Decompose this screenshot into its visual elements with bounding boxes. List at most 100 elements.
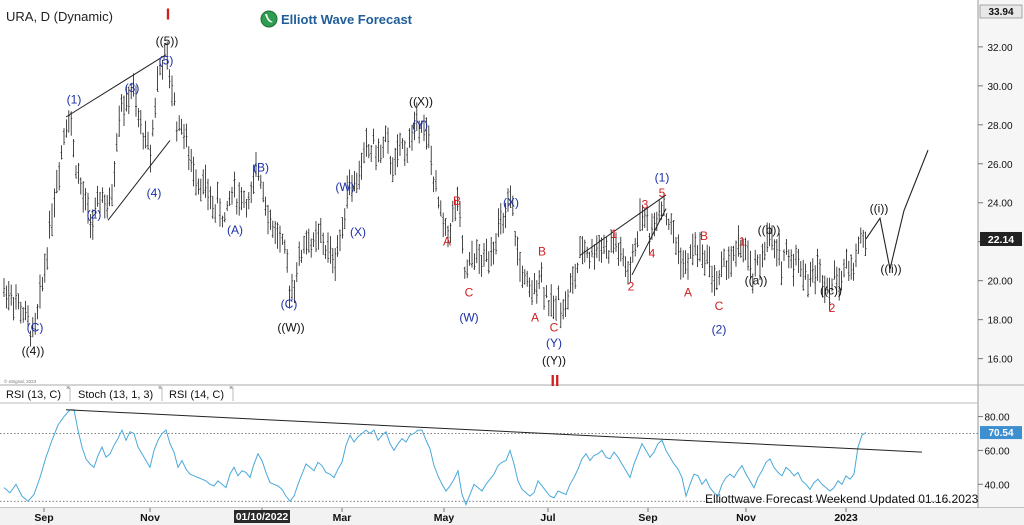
rsi-last-value: 70.54 — [988, 428, 1013, 439]
wave-label: A — [531, 311, 539, 325]
wave-label: (2) — [712, 322, 727, 336]
wave-label: ((W)) — [277, 320, 304, 334]
top-price-badge: 33.94 — [979, 4, 1023, 19]
wave-label: A — [684, 285, 692, 299]
copyright-note: © eSignal, 2023 — [4, 378, 37, 384]
wave-label-layer: I ((5)) (5) (1) (3) (2) (4) (C) ((4)) (A) (B) (C) ((… — [22, 7, 902, 390]
wave-label: (W) — [459, 311, 478, 325]
wave-label: (Y) — [412, 118, 428, 132]
price-trendline — [107, 140, 171, 221]
price-trendline — [631, 208, 667, 276]
tab-stoch-label: Stoch (13, 1, 3) — [78, 389, 153, 401]
price-pane — [2, 41, 929, 347]
price-axis-tick-label: 32.00 — [987, 43, 1012, 54]
price-axis-tick-label: 28.00 — [987, 121, 1012, 132]
wave-label: C — [465, 285, 474, 299]
rsi-axis-tick-label: 60.00 — [984, 446, 1009, 457]
rsi-axis-tick-label: 40.00 — [984, 480, 1009, 491]
tab-rsi-13-close-icon[interactable]: × — [66, 385, 70, 392]
axis-layer: 32.0030.0028.0026.0024.0022.0020.0018.00… — [34, 43, 1013, 524]
time-axis-label: 2023 — [834, 512, 858, 524]
price-axis-tick-label: 24.00 — [987, 199, 1012, 210]
time-axis-label: 01/10/2022 — [236, 511, 289, 523]
wave-label: ((ii)) — [880, 262, 901, 276]
price-axis-tick-label: 16.00 — [987, 355, 1012, 366]
time-axis-label: Mar — [333, 512, 352, 524]
wave-label: B — [700, 229, 708, 243]
wave-label: ((c)) — [820, 283, 842, 297]
brand-logo: Elliott Wave Forecast — [260, 10, 413, 28]
wave-label: A — [443, 235, 451, 249]
wave-label: ((X)) — [409, 94, 433, 108]
price-axis-tick-label: 18.00 — [987, 316, 1012, 327]
top-price-value: 33.94 — [988, 7, 1013, 18]
tab-stoch[interactable]: Stoch (13, 1, 3) × — [78, 385, 163, 401]
price-axis-tick-label: 26.00 — [987, 160, 1012, 171]
wave-label: 1 — [611, 227, 618, 241]
time-axis-label: Sep — [638, 512, 657, 524]
wave-label: 2 — [829, 301, 836, 315]
wave-label: I — [166, 7, 170, 24]
wave-label: (B) — [253, 161, 269, 175]
tab-stoch-close-icon[interactable]: × — [158, 385, 162, 392]
rsi-pane — [0, 409, 978, 506]
projection-path — [865, 149, 929, 270]
wave-label: II — [551, 373, 560, 390]
wave-label: B — [453, 194, 461, 208]
wave-label: (X) — [350, 225, 366, 239]
price-axis-tick-label: 20.00 — [987, 277, 1012, 288]
wave-label: (W) — [335, 180, 354, 194]
last-price-value: 22.14 — [988, 234, 1014, 246]
price-axis-tick-label: 30.00 — [987, 82, 1012, 93]
wave-label: C — [715, 299, 724, 313]
time-axis-label: Sep — [34, 512, 53, 524]
wave-label: B — [538, 244, 546, 258]
wave-label: ((b)) — [758, 223, 781, 237]
price-trendline — [65, 54, 167, 118]
wave-label: (Y) — [546, 336, 562, 350]
wave-label: (2) — [87, 207, 102, 221]
footer-update-note: Elliottwave Forecast Weekend Updated 01.… — [705, 492, 979, 506]
time-axis-label: Nov — [140, 512, 160, 524]
wave-label: (C) — [27, 320, 44, 334]
wave-label: (4) — [147, 186, 162, 200]
time-axis-label: Jul — [540, 512, 555, 524]
wave-label: 4 — [649, 246, 656, 260]
rsi-last-badge: 70.54 — [980, 426, 1022, 440]
tab-rsi-14-close-icon[interactable]: × — [229, 385, 233, 392]
wave-label: (X) — [503, 196, 519, 210]
wave-label: (1) — [655, 170, 670, 184]
wave-label: C — [550, 320, 559, 334]
wave-label: (A) — [227, 223, 243, 237]
last-price-badge: 22.14 — [980, 231, 1022, 246]
wave-label: 1 — [739, 235, 746, 249]
time-axis-label: May — [434, 512, 455, 524]
wave-label: 5 — [659, 186, 666, 200]
wave-label: 3 — [642, 198, 649, 212]
tab-rsi-13-label: RSI (13, C) — [6, 389, 61, 401]
rsi-axis-tick-label: 80.00 — [984, 413, 1009, 424]
brand-name: Elliott Wave Forecast — [281, 12, 413, 27]
wave-label: (5) — [159, 54, 174, 68]
price-trendline — [579, 194, 667, 256]
wave-label: (3) — [125, 81, 140, 95]
wave-label: ((5)) — [156, 34, 179, 48]
wave-label: ((i)) — [870, 202, 889, 216]
wave-label: ((4)) — [22, 344, 45, 358]
wave-label: ((Y)) — [542, 354, 566, 368]
wave-label: (1) — [67, 92, 82, 106]
rsi-trendline — [65, 409, 923, 453]
time-axis-date-highlight — [234, 510, 290, 523]
time-axis-label: Nov — [736, 512, 756, 524]
wave-label: (C) — [281, 297, 298, 311]
tab-rsi-14-label: RSI (14, C) — [169, 389, 224, 401]
tab-rsi-13[interactable]: RSI (13, C) × — [6, 385, 71, 401]
tab-rsi-14[interactable]: RSI (14, C) × — [169, 385, 234, 401]
rsi-line — [3, 409, 867, 506]
symbol-title: URA, D (Dynamic) — [6, 9, 113, 24]
wave-label: ((a)) — [745, 274, 768, 288]
indicator-tabs: RSI (13, C) × Stoch (13, 1, 3) × RSI (14… — [6, 385, 234, 401]
